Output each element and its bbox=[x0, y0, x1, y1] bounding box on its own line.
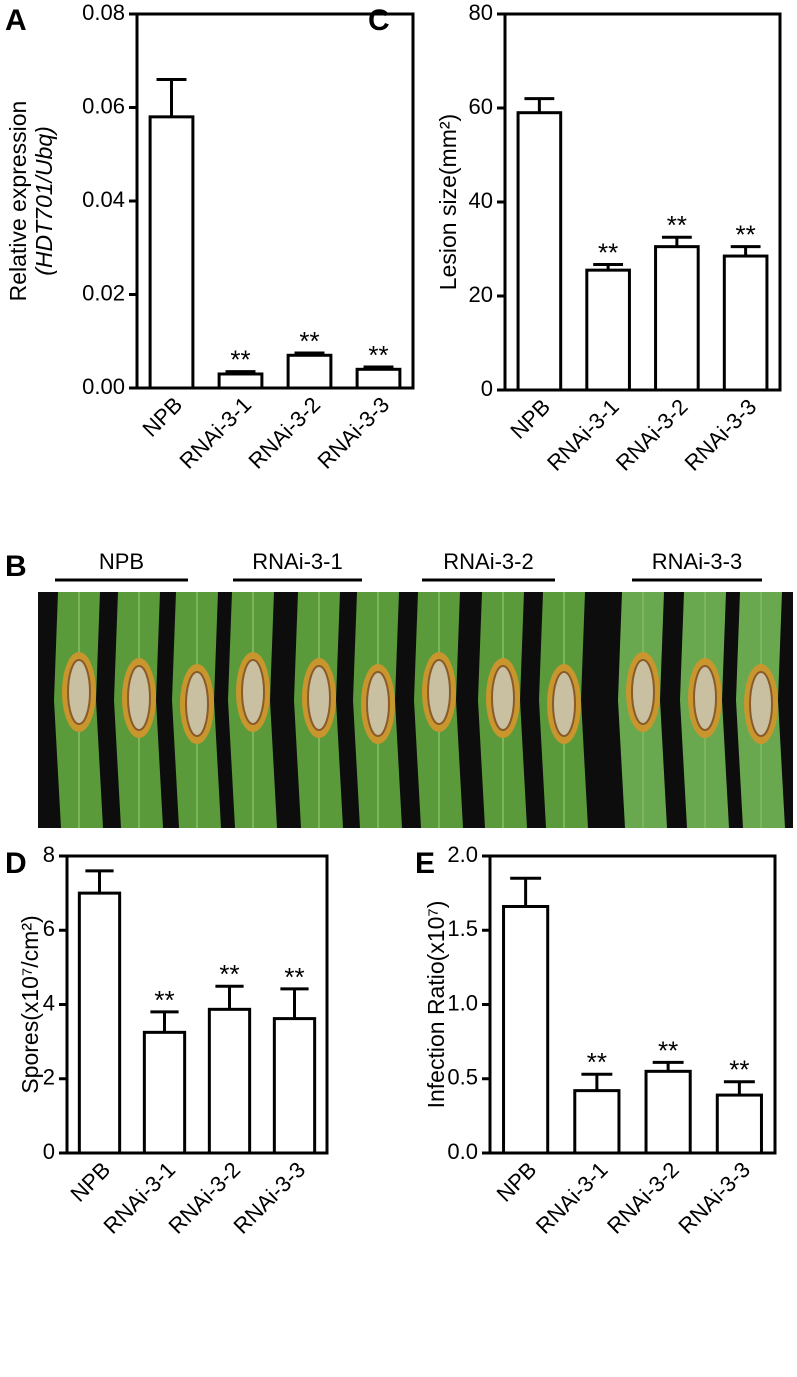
y-tick-label: 0 bbox=[481, 376, 493, 401]
plot-frame bbox=[503, 12, 782, 392]
y-tick-label: 0.5 bbox=[447, 1065, 478, 1090]
panel-label: B bbox=[5, 550, 27, 583]
y-tick-label: 8 bbox=[43, 842, 55, 867]
bar bbox=[272, 1017, 317, 1155]
group-label: RNAi-3-3 bbox=[652, 549, 742, 574]
bar bbox=[355, 367, 402, 390]
y-tick-label: 1.5 bbox=[447, 916, 478, 941]
x-tick-label: RNAi-3-2 bbox=[602, 1157, 684, 1239]
significance-label: ** bbox=[219, 959, 239, 989]
y-tick-label: 60 bbox=[469, 94, 493, 119]
lesion bbox=[693, 665, 717, 731]
x-tick-label: RNAi-3-3 bbox=[228, 1157, 310, 1239]
panel-label: E bbox=[415, 847, 435, 880]
y-tick-label: 0.0 bbox=[447, 1139, 478, 1164]
plot-frame bbox=[135, 12, 415, 390]
x-tick-label: RNAi-3-3 bbox=[312, 392, 394, 474]
panel-label: C bbox=[368, 4, 390, 37]
significance-label: ** bbox=[154, 985, 174, 1015]
x-tick-label: NPB bbox=[505, 394, 555, 444]
lesion bbox=[631, 659, 655, 725]
y-tick-label: 2 bbox=[43, 1065, 55, 1090]
x-tick-label: RNAi-3-2 bbox=[611, 394, 693, 476]
lesion bbox=[67, 659, 91, 725]
y-tick-label: 0.06 bbox=[82, 93, 125, 118]
y-axis-label: Infection Ratio(x10⁷) bbox=[423, 901, 449, 1109]
significance-label: ** bbox=[598, 237, 618, 267]
y-tick-label: 0.08 bbox=[82, 0, 125, 25]
x-tick-label: RNAi-3-3 bbox=[673, 1157, 755, 1239]
significance-label: ** bbox=[658, 1035, 678, 1065]
bar bbox=[516, 111, 563, 392]
x-tick-label: RNAi-3-1 bbox=[174, 392, 256, 474]
x-tick-label: RNAi-3-1 bbox=[531, 1157, 613, 1239]
y-axis-label: Lesion size(mm²) bbox=[435, 114, 461, 290]
bar bbox=[644, 1069, 692, 1155]
x-tick-label: RNAi-3-2 bbox=[243, 392, 325, 474]
significance-label: ** bbox=[587, 1047, 607, 1077]
significance-label: ** bbox=[736, 220, 756, 250]
bar bbox=[502, 904, 550, 1155]
bar bbox=[77, 891, 122, 1155]
x-tick-label: NPB bbox=[492, 1157, 542, 1207]
bar bbox=[722, 254, 769, 392]
panel-label: A bbox=[5, 4, 27, 37]
lesion bbox=[491, 665, 515, 731]
bar bbox=[148, 115, 195, 390]
y-tick-label: 6 bbox=[43, 916, 55, 941]
bar bbox=[585, 268, 631, 392]
lesion bbox=[185, 671, 209, 737]
significance-label: ** bbox=[729, 1055, 749, 1085]
y-tick-label: 0.04 bbox=[82, 187, 125, 212]
x-tick-label: NPB bbox=[65, 1157, 115, 1207]
bar bbox=[573, 1089, 621, 1155]
bar bbox=[142, 1030, 187, 1155]
y-tick-label: 0 bbox=[43, 1139, 55, 1164]
y-tick-label: 0.02 bbox=[82, 280, 125, 305]
lesion bbox=[307, 665, 331, 731]
bar bbox=[217, 372, 264, 390]
lesion bbox=[241, 659, 265, 725]
x-tick-label: NPB bbox=[137, 392, 187, 442]
bar bbox=[286, 353, 333, 390]
y-tick-label: 80 bbox=[469, 0, 493, 25]
bar bbox=[207, 1007, 252, 1155]
significance-label: ** bbox=[230, 345, 250, 375]
panel-label: D bbox=[5, 847, 27, 880]
lesion bbox=[366, 671, 390, 737]
significance-label: ** bbox=[299, 326, 319, 356]
bar bbox=[715, 1093, 763, 1155]
x-tick-label: RNAi-3-3 bbox=[680, 394, 762, 476]
significance-label: ** bbox=[667, 210, 687, 240]
y-tick-label: 1.0 bbox=[447, 990, 478, 1015]
y-tick-label: 40 bbox=[469, 188, 493, 213]
y-tick-label: 2.0 bbox=[447, 842, 478, 867]
bar bbox=[654, 245, 700, 392]
y-tick-label: 0.00 bbox=[82, 374, 125, 399]
group-label: RNAi-3-2 bbox=[443, 549, 533, 574]
x-tick-label: RNAi-3-1 bbox=[542, 394, 624, 476]
y-axis-label: (HDT701/Ubq) bbox=[31, 126, 57, 276]
y-tick-label: 4 bbox=[43, 990, 55, 1015]
significance-label: ** bbox=[368, 340, 388, 370]
y-tick-label: 20 bbox=[469, 282, 493, 307]
group-label: NPB bbox=[99, 549, 144, 574]
lesion bbox=[749, 671, 773, 737]
y-axis-label: Relative expression bbox=[5, 101, 31, 302]
group-label: RNAi-3-1 bbox=[252, 549, 342, 574]
significance-label: ** bbox=[284, 962, 304, 992]
lesion bbox=[427, 659, 451, 725]
y-axis-label: Spores(x10⁷/cm²) bbox=[17, 915, 43, 1093]
lesion bbox=[127, 665, 151, 731]
plot-frame bbox=[488, 854, 777, 1155]
lesion bbox=[552, 671, 576, 737]
plot-frame bbox=[65, 854, 329, 1155]
